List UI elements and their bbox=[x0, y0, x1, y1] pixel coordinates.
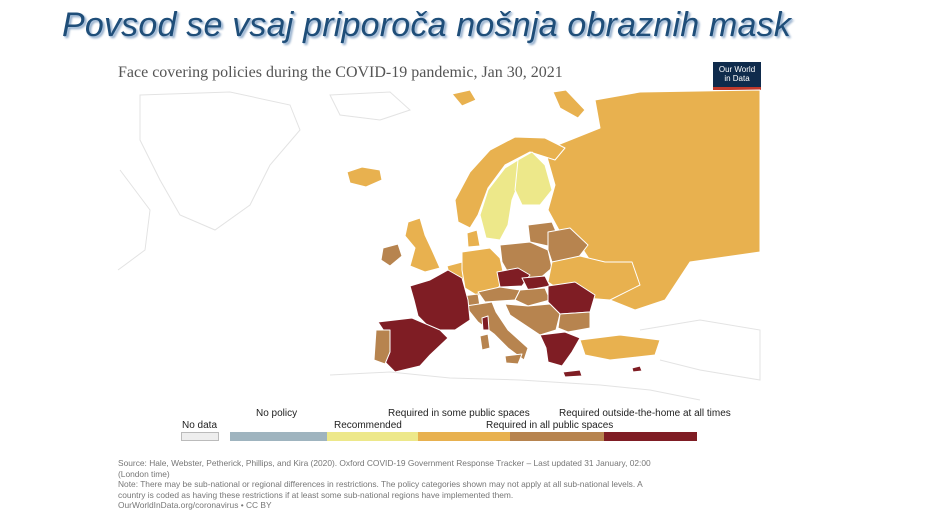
region-france[interactable] bbox=[409, 269, 471, 331]
region-united-kingdom[interactable] bbox=[404, 217, 441, 273]
region-cyprus[interactable] bbox=[631, 365, 643, 373]
region-corsica[interactable] bbox=[481, 315, 490, 331]
region-portugal[interactable] bbox=[373, 329, 391, 365]
middle-east-outline bbox=[639, 319, 761, 381]
legend-no-data-label: No data bbox=[182, 420, 218, 431]
region-denmark[interactable] bbox=[466, 229, 481, 248]
arctic-islands-outline bbox=[329, 91, 411, 121]
region-turkey[interactable] bbox=[579, 334, 661, 361]
north-america-outline bbox=[117, 169, 151, 271]
legend-swatch-required-all[interactable] bbox=[510, 432, 604, 441]
legend-swatch-no-policy[interactable] bbox=[230, 432, 327, 441]
region-bulgaria[interactable] bbox=[557, 311, 591, 333]
region-svalbard[interactable] bbox=[451, 89, 477, 107]
region-ireland[interactable] bbox=[380, 243, 403, 267]
greenland-outline bbox=[139, 91, 301, 231]
region-novaya-zemlya[interactable] bbox=[552, 89, 586, 119]
region-iceland[interactable] bbox=[346, 166, 383, 188]
region-greece[interactable] bbox=[539, 331, 581, 367]
legend-label-required-all: Required in all public spaces bbox=[486, 420, 614, 431]
legend-swatch-required-some[interactable] bbox=[418, 432, 510, 441]
slide-title: Povsod se vsaj priporoča nošnja obraznih… bbox=[62, 6, 792, 44]
legend-swatch-required-outside[interactable] bbox=[604, 432, 697, 441]
region-crete[interactable] bbox=[562, 369, 583, 378]
region-balkans[interactable] bbox=[504, 303, 561, 336]
legend-label-no-policy: No policy bbox=[256, 408, 298, 419]
region-russia[interactable] bbox=[544, 89, 761, 311]
legend-label-required-outside: Required outside-the-home at all times bbox=[559, 408, 731, 419]
region-norway[interactable] bbox=[454, 136, 566, 229]
footer-source-line-1: Source: Hale, Webster, Petherick, Philli… bbox=[118, 458, 651, 468]
chart-title: Face covering policies during the COVID-… bbox=[118, 64, 563, 81]
legend-label-required-some: Required in some public spaces bbox=[388, 408, 530, 419]
legend-label-recommended: Recommended bbox=[334, 420, 402, 431]
footer-source-line-2: (London time) bbox=[118, 468, 170, 479]
region-finland[interactable] bbox=[514, 151, 553, 206]
region-slovakia[interactable] bbox=[521, 275, 551, 291]
region-sicily[interactable] bbox=[504, 353, 523, 365]
region-italy[interactable] bbox=[465, 301, 529, 361]
legend-swatch-recommended[interactable] bbox=[327, 432, 418, 441]
owid-logo-line-1: Our World bbox=[718, 65, 756, 74]
footer-url[interactable]: OurWorldInData.org/coronavirus • CC BY bbox=[118, 500, 272, 510]
owid-logo[interactable]: Our World in Data bbox=[713, 62, 761, 90]
region-hungary[interactable] bbox=[514, 287, 551, 307]
footer-note-line-2: country is coded as having these restric… bbox=[118, 489, 514, 500]
owid-logo-line-2: in Data bbox=[724, 74, 750, 83]
footer-note-line-1: Note: There may be sub-national or regio… bbox=[118, 479, 643, 489]
africa-outline bbox=[329, 371, 701, 401]
chart-footer: Source: Hale, Webster, Petherick, Philli… bbox=[118, 458, 768, 511]
legend-no-data-swatch bbox=[181, 432, 219, 441]
region-sardinia[interactable] bbox=[479, 333, 491, 351]
